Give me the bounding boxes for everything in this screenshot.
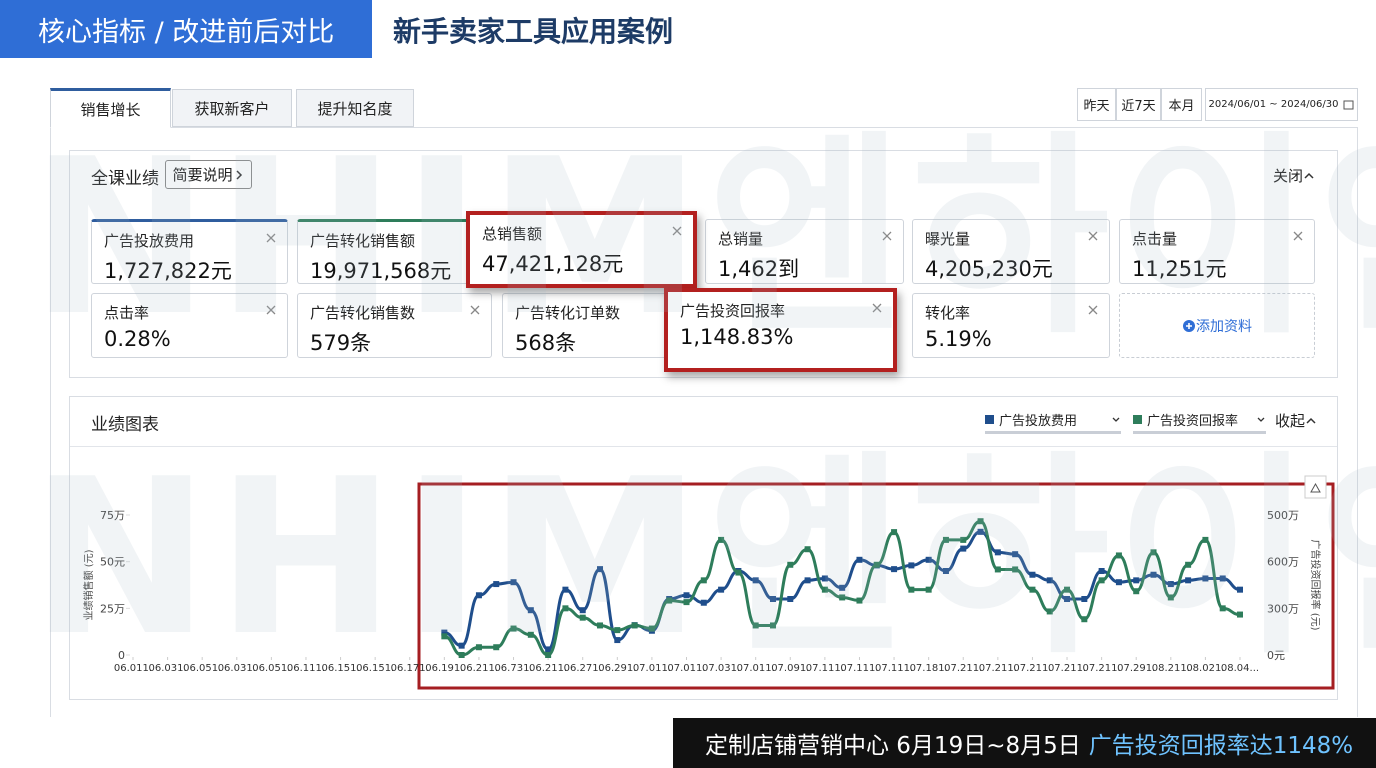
main-panel [50, 127, 1358, 717]
chart-panel [69, 396, 1338, 700]
metric-value: 1,148.83% [680, 325, 794, 349]
metric-card: 总销量 1,462到 [705, 219, 904, 284]
chevron-up [1306, 417, 1316, 424]
close-glyph [1088, 231, 1098, 241]
chevron [235, 169, 242, 180]
date-option[interactable]: 近7天 [1116, 88, 1161, 121]
close-glyph [882, 231, 892, 241]
metric-card: 曝光量 4,205,230元 [912, 219, 1110, 284]
metric-label: 点击率 [104, 304, 150, 322]
close-glyph [266, 233, 276, 243]
metric-card: 总销售额 47,421,128元 [466, 211, 697, 288]
header-title: 新手卖家工具应用案例 [393, 15, 674, 48]
metric-label: 总销量 [718, 230, 764, 248]
metric-label: 广告投资回报率 [680, 302, 786, 320]
metric-label: 转化率 [925, 304, 971, 322]
chart-toggle[interactable]: 收起 [1275, 410, 1317, 431]
summary-toggle[interactable]: 关闭 [1273, 165, 1315, 186]
metric-value: 11,251元 [1132, 257, 1227, 281]
calendar-glyph [1343, 100, 1354, 110]
dropdown-icon [1257, 417, 1265, 422]
metric-card: 广告投资回报率 1,148.83% [664, 288, 897, 372]
close-glyph [872, 303, 882, 313]
close-icon[interactable] [1087, 304, 1099, 316]
metric-value: 19,971,568元 [310, 259, 452, 283]
tab[interactable]: 提升知名度 [296, 89, 414, 127]
metric-value: 47,421,128元 [482, 252, 624, 276]
chart-toggle-text: 收起 [1275, 412, 1306, 430]
metric-label: 点击量 [1132, 230, 1178, 248]
metric-card: 广告转化销售数 579条 [297, 293, 492, 358]
close-icon[interactable] [1087, 230, 1099, 242]
metric-card: 广告投放费用 1,727,822元 [91, 219, 288, 284]
metric-label: 广告投放费用 [104, 232, 195, 250]
close-icon[interactable] [871, 302, 883, 314]
close-glyph [672, 226, 682, 236]
metric-label: 曝光量 [925, 230, 971, 248]
close-glyph [470, 305, 480, 315]
legend-label: 广告投资回报率 [1147, 414, 1239, 429]
close-icon[interactable] [671, 225, 683, 237]
metric-label: 广告转化订单数 [515, 304, 621, 322]
legend-item[interactable]: 广告投资回报率 [1133, 408, 1266, 434]
legend-label: 广告投放费用 [999, 414, 1078, 429]
tab[interactable]: 获取新客户 [172, 89, 292, 127]
add-button[interactable]: 添加资料 [1119, 293, 1315, 358]
summary-toggle-text: 关闭 [1273, 167, 1304, 185]
metric-card: 点击量 11,251元 [1119, 219, 1315, 284]
tab[interactable]: 销售增长 [50, 88, 171, 128]
metric-card: 转化率 5.19% [912, 293, 1110, 358]
caption-text: 定制店铺营销中心 6月19日~8月5日 [705, 733, 1081, 759]
date-range[interactable]: 2024/06/01 ~ 2024/06/30 [1205, 88, 1358, 121]
date-option[interactable]: 本月 [1161, 88, 1202, 121]
metric-value: 1,462到 [718, 257, 800, 281]
metric-value: 5.19% [925, 327, 992, 351]
date-option[interactable]: 昨天 [1077, 88, 1116, 121]
metric-card: 广告转化销售额 19,971,568元 [297, 219, 492, 284]
legend-swatch [1133, 415, 1142, 424]
close-glyph [1088, 305, 1098, 315]
info-button-text: 简要说明 [172, 166, 233, 184]
close-icon[interactable] [881, 230, 893, 242]
dropdown-icon [1112, 417, 1120, 422]
metric-label: 总销售额 [482, 225, 543, 243]
metric-card: 点击率 0.28% [91, 293, 288, 358]
plus-icon [1183, 319, 1195, 332]
close-icon[interactable] [469, 304, 481, 316]
caption-highlight: 广告投资回报率达1148% [1088, 733, 1354, 759]
metric-value: 579条 [310, 331, 372, 355]
legend-swatch [985, 415, 994, 424]
metric-value: 1,727,822元 [104, 259, 232, 283]
add-button-text: 添加资料 [1196, 318, 1252, 335]
close-icon[interactable] [265, 232, 277, 244]
dropdown-glyph [1257, 417, 1265, 422]
metric-label: 广告转化销售额 [310, 232, 416, 250]
caption: 定制店铺营销中心 6月19日~8月5日 广告投资回报率达1148% [673, 718, 1376, 768]
metric-value: 568条 [515, 331, 577, 355]
close-glyph [1293, 231, 1303, 241]
summary-title: 全课业绩 [91, 169, 159, 189]
metric-value: 0.28% [104, 327, 171, 351]
close-icon[interactable] [1292, 230, 1304, 242]
chart-panel-header-line [70, 446, 1337, 447]
legend-item[interactable]: 广告投放费用 [985, 408, 1121, 434]
date-range-text: 2024/06/01 ~ 2024/06/30 [1208, 99, 1339, 110]
close-glyph [266, 305, 276, 315]
info-button[interactable]: 简要说明 [165, 160, 252, 189]
chart-panel-title: 业绩图表 [91, 415, 159, 435]
metric-value: 4,205,230元 [925, 257, 1053, 281]
header-tag-text: 核心指标 / 改进前后对比 [38, 16, 335, 48]
dropdown-glyph [1112, 417, 1120, 422]
header-tag: 核心指标 / 改进前后对比 [0, 0, 372, 58]
close-icon[interactable] [265, 304, 277, 316]
chevron-up [1304, 172, 1314, 179]
metric-label: 广告转化销售数 [310, 304, 416, 322]
calendar-icon [1343, 100, 1354, 110]
